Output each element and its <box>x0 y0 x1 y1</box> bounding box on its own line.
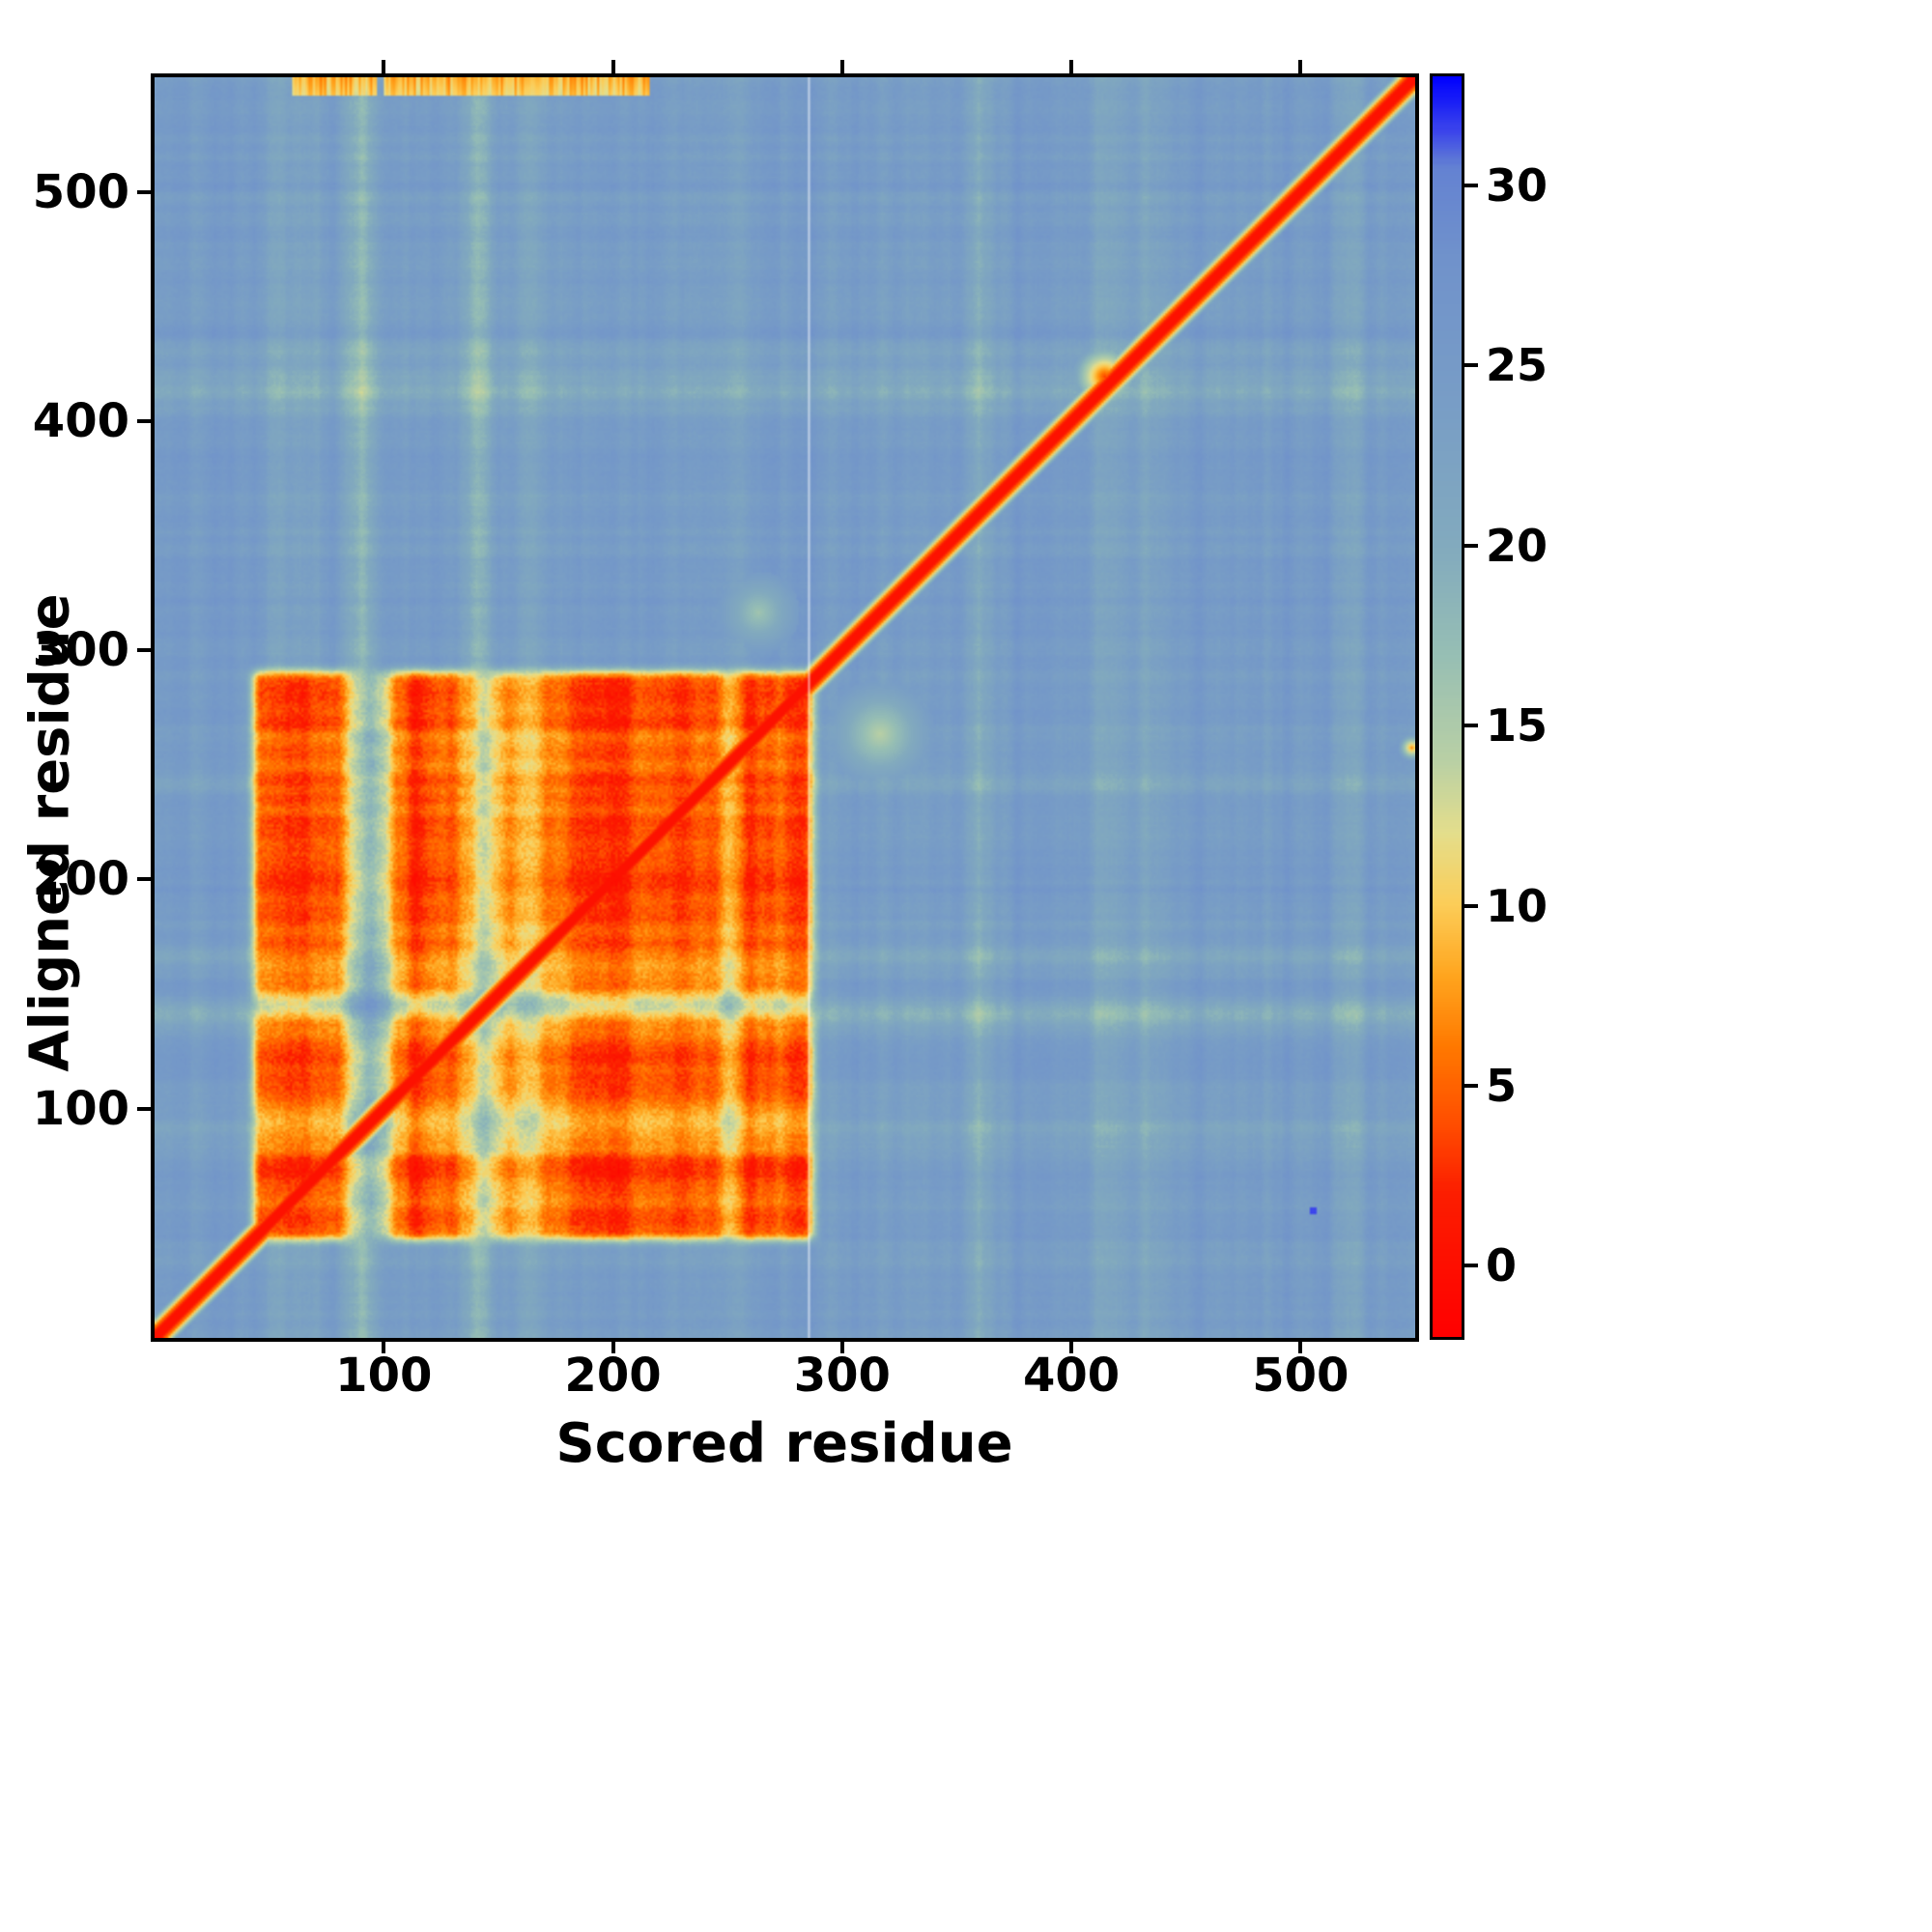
y-tick-mark <box>137 877 151 882</box>
y-tick-mark <box>137 189 151 194</box>
x-tick-label: 400 <box>1022 1349 1121 1403</box>
colorbar-tick-label: 0 <box>1486 1239 1518 1293</box>
x-tick-mark-top <box>1298 60 1303 73</box>
colorbar-tick-label: 25 <box>1486 339 1548 392</box>
x-tick-mark-top <box>1069 60 1074 73</box>
x-tick-label: 500 <box>1252 1349 1350 1403</box>
colorbar-tick-label: 5 <box>1486 1060 1518 1112</box>
x-tick-label: 200 <box>564 1349 662 1403</box>
colorbar-tick-mark <box>1464 1084 1478 1088</box>
y-tick-mark <box>137 1106 151 1111</box>
colorbar-tick-mark <box>1464 724 1478 728</box>
x-tick-mark-top <box>611 60 615 73</box>
colorbar-tick-mark <box>1464 363 1478 368</box>
heatmap-plot-area <box>151 73 1419 1342</box>
x-tick-label: 300 <box>793 1349 891 1403</box>
x-tick-mark <box>611 1342 615 1353</box>
colorbar <box>1430 73 1464 1340</box>
colorbar-canvas <box>1433 76 1462 1337</box>
colorbar-tick-mark <box>1464 1264 1478 1268</box>
x-tick-mark <box>1298 1342 1303 1353</box>
y-tick-label: 400 <box>32 393 129 448</box>
colorbar-tick-label: 10 <box>1486 879 1548 932</box>
y-tick-mark <box>137 648 151 653</box>
x-tick-mark-top <box>382 60 386 73</box>
y-tick-label: 200 <box>32 852 129 907</box>
y-tick-mark <box>137 418 151 423</box>
colorbar-tick-label: 30 <box>1486 158 1548 212</box>
x-tick-mark <box>1069 1342 1074 1353</box>
x-tick-mark-top <box>839 60 844 73</box>
x-tick-mark <box>382 1342 386 1353</box>
x-tick-label: 100 <box>335 1349 433 1403</box>
y-tick-label: 500 <box>32 164 129 219</box>
colorbar-tick-label: 20 <box>1486 519 1548 572</box>
colorbar-tick-mark <box>1464 183 1478 187</box>
x-axis-title: Scored residue <box>555 1412 1013 1475</box>
y-tick-label: 300 <box>32 623 129 678</box>
y-tick-label: 100 <box>32 1081 129 1136</box>
heatmap-canvas <box>155 77 1415 1338</box>
x-tick-mark <box>839 1342 844 1353</box>
colorbar-tick-label: 15 <box>1486 699 1548 753</box>
colorbar-tick-mark <box>1464 543 1478 548</box>
colorbar-tick-mark <box>1464 903 1478 908</box>
